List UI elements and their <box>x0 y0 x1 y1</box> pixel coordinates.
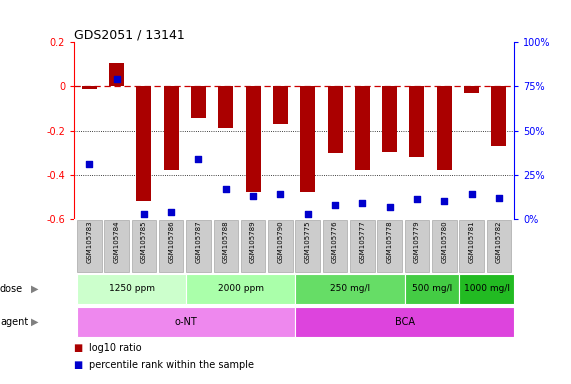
Bar <box>186 274 295 304</box>
Text: GSM105787: GSM105787 <box>195 220 202 263</box>
Text: GSM105789: GSM105789 <box>250 220 256 263</box>
Text: percentile rank within the sample: percentile rank within the sample <box>89 360 254 370</box>
Text: log10 ratio: log10 ratio <box>89 343 141 353</box>
Text: agent: agent <box>0 316 28 327</box>
Text: 1250 ppm: 1250 ppm <box>108 285 155 293</box>
Bar <box>328 86 343 152</box>
Bar <box>131 220 156 271</box>
Point <box>112 76 121 83</box>
Text: ▶: ▶ <box>31 316 39 327</box>
Text: 500 mg/l: 500 mg/l <box>412 285 452 293</box>
Point <box>85 161 94 167</box>
Bar <box>382 86 397 152</box>
Text: 250 mg/l: 250 mg/l <box>330 285 370 293</box>
Text: GDS2051 / 13141: GDS2051 / 13141 <box>74 28 185 41</box>
Text: BCA: BCA <box>395 316 415 327</box>
Point <box>440 198 449 204</box>
Bar <box>486 220 511 271</box>
Bar <box>268 220 293 271</box>
Bar <box>323 220 347 271</box>
Text: GSM105776: GSM105776 <box>332 220 338 263</box>
Text: GSM105790: GSM105790 <box>278 220 283 263</box>
Bar <box>77 274 186 304</box>
Bar <box>186 220 211 271</box>
Point <box>358 200 367 206</box>
Text: o-NT: o-NT <box>175 316 198 327</box>
Bar <box>377 220 402 271</box>
Bar <box>241 220 266 271</box>
Bar <box>295 220 320 271</box>
Bar <box>273 86 288 124</box>
Text: 2000 ppm: 2000 ppm <box>218 285 264 293</box>
Bar <box>300 86 315 192</box>
Point <box>248 193 258 199</box>
Point <box>303 210 312 217</box>
Bar <box>246 86 260 192</box>
Point <box>139 210 148 217</box>
Bar <box>492 86 506 146</box>
Bar <box>350 220 375 271</box>
Bar <box>355 86 370 170</box>
Bar <box>109 63 124 86</box>
Text: GSM105780: GSM105780 <box>441 220 447 263</box>
Text: dose: dose <box>0 284 23 294</box>
Bar <box>218 86 234 128</box>
Bar <box>191 86 206 118</box>
Point <box>194 156 203 162</box>
Bar <box>437 86 452 170</box>
Text: 1000 mg/l: 1000 mg/l <box>464 285 509 293</box>
Bar <box>104 220 129 271</box>
Text: GSM105782: GSM105782 <box>496 220 502 263</box>
Point <box>467 191 476 197</box>
Bar <box>214 220 238 271</box>
Bar <box>459 274 514 304</box>
Text: GSM105783: GSM105783 <box>86 220 93 263</box>
Text: GSM105781: GSM105781 <box>469 220 475 263</box>
Text: GSM105786: GSM105786 <box>168 220 174 263</box>
Bar <box>159 220 183 271</box>
Text: ■: ■ <box>74 360 87 370</box>
Bar <box>136 86 151 201</box>
Bar <box>405 274 459 304</box>
Point <box>385 204 394 210</box>
Point <box>331 202 340 208</box>
Text: GSM105775: GSM105775 <box>305 220 311 263</box>
Point <box>494 195 504 201</box>
Text: GSM105777: GSM105777 <box>359 220 365 263</box>
Bar <box>164 86 179 170</box>
Bar <box>464 86 479 93</box>
Text: GSM105785: GSM105785 <box>141 220 147 263</box>
Bar <box>432 220 457 271</box>
Bar <box>82 86 96 89</box>
Bar <box>459 220 484 271</box>
Text: GSM105784: GSM105784 <box>114 220 119 263</box>
Text: GSM105779: GSM105779 <box>414 220 420 263</box>
Bar <box>77 220 102 271</box>
Bar <box>77 306 295 337</box>
Point <box>167 209 176 215</box>
Text: ■: ■ <box>74 343 87 353</box>
Bar <box>405 220 429 271</box>
Bar <box>295 306 514 337</box>
Text: ▶: ▶ <box>31 284 39 294</box>
Text: GSM105778: GSM105778 <box>387 220 393 263</box>
Point <box>221 186 230 192</box>
Bar <box>295 274 405 304</box>
Text: GSM105788: GSM105788 <box>223 220 229 263</box>
Point <box>412 196 421 202</box>
Point <box>276 191 285 197</box>
Bar <box>409 86 424 157</box>
